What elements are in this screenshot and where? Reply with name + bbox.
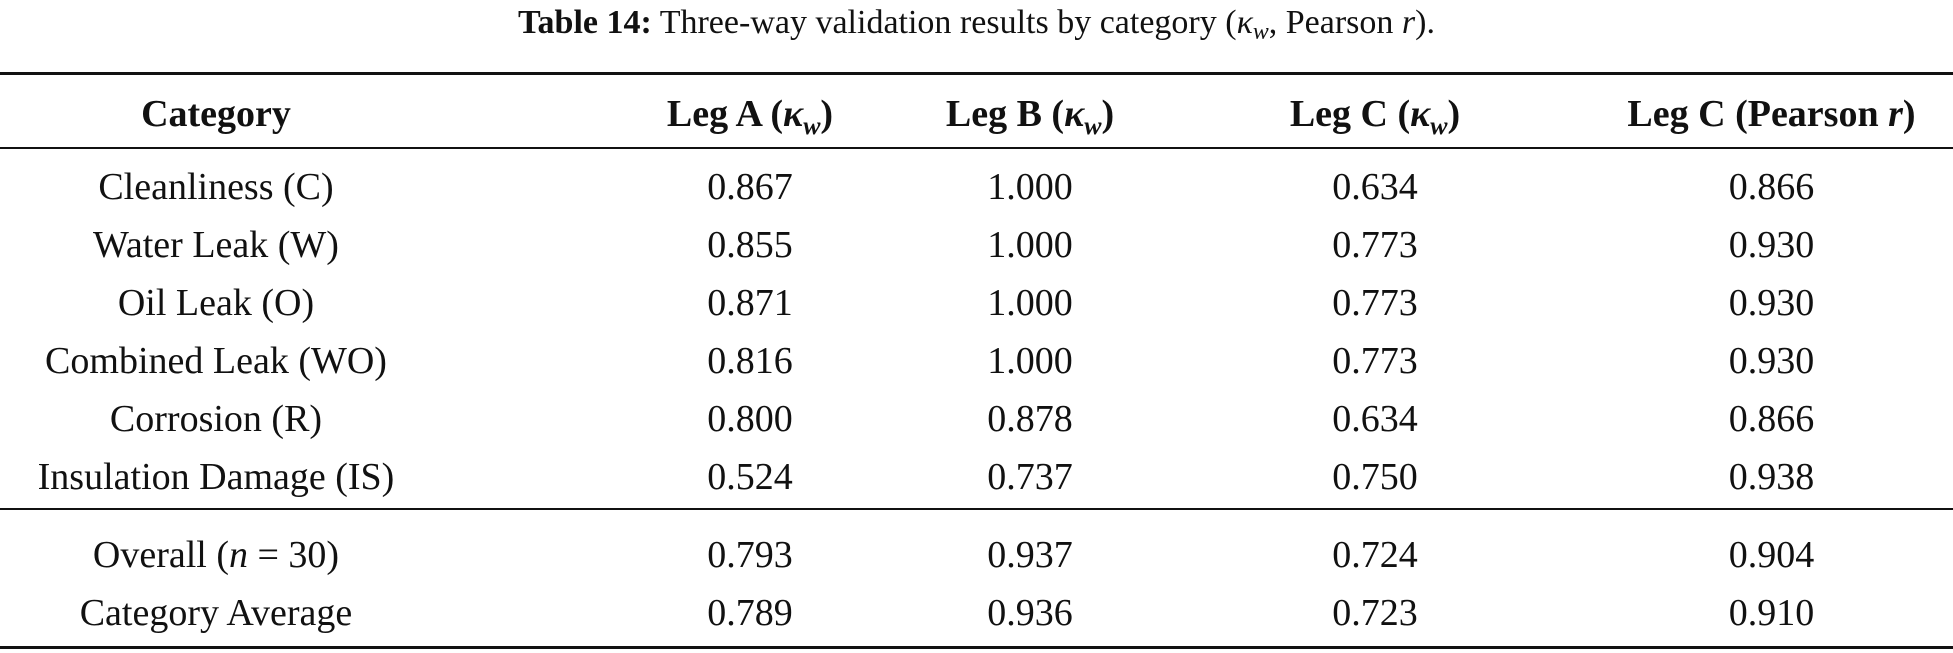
caption-r: r	[1401, 4, 1416, 41]
caption-text-middle: , Pearson	[1268, 4, 1402, 41]
table-row: Corrosion (R) 0.800 0.878 0.634 0.866	[0, 391, 1953, 448]
cell-leg-c-kappa: 0.773	[1332, 224, 1418, 266]
cell-leg-a: 0.793	[707, 534, 793, 576]
overall-n: n	[229, 534, 248, 576]
header-leg-c-pearson-label: Leg C (Pearson	[1627, 93, 1889, 135]
summary-row-overall: Overall (n = 30) 0.793 0.937 0.724 0.904	[0, 527, 1953, 584]
caption-label: Table 14:	[518, 4, 652, 41]
cell-leg-b: 0.737	[987, 456, 1073, 498]
cell-leg-c-kappa: 0.773	[1332, 340, 1418, 382]
header-leg-b-close: )	[1101, 93, 1115, 135]
caption-kappa: κ	[1236, 4, 1253, 41]
summary-row-category-average: Category Average 0.789 0.936 0.723 0.910	[0, 585, 1953, 642]
cell-leg-c-pearson: 0.866	[1728, 166, 1815, 208]
cell-leg-b: 1.000	[987, 224, 1073, 266]
table-bottom-rule	[0, 646, 1953, 649]
header-leg-c-kappa-label: Leg C (	[1289, 93, 1411, 135]
table-row: Combined Leak (WO) 0.816 1.000 0.773 0.9…	[0, 333, 1953, 390]
cell-category: Combined Leak (WO)	[45, 340, 387, 382]
header-leg-a: Leg A (κw)	[540, 86, 960, 143]
cell-leg-b: 0.878	[987, 398, 1073, 440]
cell-leg-b: 1.000	[987, 166, 1073, 208]
table-row: Water Leak (W) 0.855 1.000 0.773 0.930	[0, 217, 1953, 274]
header-leg-a-sub: w	[803, 110, 821, 140]
header-leg-b-label: Leg B (	[945, 93, 1065, 135]
table-top-rule	[0, 72, 1953, 75]
cell-category: Category Average	[0, 585, 432, 642]
cell-leg-c-pearson: 0.930	[1728, 224, 1815, 266]
cell-leg-c-pearson: 0.930	[1728, 282, 1815, 324]
cell-category: Water Leak (W)	[93, 224, 339, 266]
cell-leg-b: 1.000	[987, 340, 1073, 382]
cell-leg-c-pearson: 0.910	[1728, 592, 1815, 634]
cell-leg-c-pearson: 0.866	[1728, 398, 1815, 440]
cell-leg-c-kappa: 0.724	[1332, 534, 1418, 576]
cell-leg-b: 1.000	[987, 282, 1073, 324]
cell-category: Corrosion (R)	[109, 398, 323, 440]
cell-leg-c-pearson: 0.938	[1728, 456, 1815, 498]
table-row: Cleanliness (C) 0.867 1.000 0.634 0.866	[0, 159, 1953, 216]
average-label: Category Average	[79, 592, 353, 634]
header-category: Category	[0, 86, 432, 143]
header-leg-b: Leg B (κw)	[880, 86, 1180, 143]
cell-leg-c-kappa: 0.773	[1332, 282, 1418, 324]
cell-leg-b: 0.937	[987, 534, 1073, 576]
overall-suffix: = 30)	[248, 534, 340, 576]
overall-prefix: Overall (	[92, 534, 229, 576]
header-leg-a-sym: κ	[783, 93, 804, 135]
caption-text-prefix: Three-way validation results by category…	[659, 4, 1237, 41]
cell-leg-a: 0.800	[707, 398, 793, 440]
cell-category: Insulation Damage (IS)	[37, 456, 395, 498]
table-summary-rule	[0, 508, 1953, 510]
caption-kappa-sub: w	[1252, 18, 1269, 45]
header-category-label: Category	[141, 93, 291, 135]
header-leg-b-sub: w	[1084, 110, 1102, 140]
header-leg-c-kappa: Leg C (κw)	[1225, 86, 1525, 143]
cell-leg-c-kappa: 0.634	[1332, 166, 1418, 208]
header-leg-c-kappa-close: )	[1447, 93, 1461, 135]
table-row: Insulation Damage (IS) 0.524 0.737 0.750…	[0, 449, 1953, 506]
cell-leg-c-kappa: 0.634	[1332, 398, 1418, 440]
cell-leg-c-kappa: 0.750	[1332, 456, 1418, 498]
cell-leg-a: 0.855	[707, 224, 793, 266]
header-leg-c-pearson-sym: r	[1888, 93, 1903, 135]
header-leg-a-label: Leg A (	[666, 93, 784, 135]
cell-leg-a: 0.867	[707, 166, 793, 208]
header-leg-c-pearson: Leg C (Pearson r)	[1590, 86, 1953, 143]
cell-leg-a: 0.789	[707, 592, 793, 634]
table-header-rule	[0, 147, 1953, 149]
header-leg-b-sym: κ	[1064, 93, 1085, 135]
table-row: Oil Leak (O) 0.871 1.000 0.773 0.930	[0, 275, 1953, 332]
header-leg-a-close: )	[820, 93, 834, 135]
cell-category: Oil Leak (O)	[117, 282, 315, 324]
table-caption: Table 14: Three-way validation results b…	[0, 0, 1953, 46]
cell-leg-c-pearson: 0.904	[1728, 534, 1815, 576]
cell-category: Cleanliness (C)	[98, 166, 334, 208]
cell-leg-a: 0.816	[707, 340, 793, 382]
header-leg-c-kappa-sym: κ	[1410, 93, 1431, 135]
caption-text-suffix: ).	[1415, 4, 1435, 41]
cell-category: Overall (n = 30)	[0, 527, 432, 584]
cell-leg-c-pearson: 0.930	[1728, 340, 1815, 382]
cell-leg-a: 0.524	[707, 456, 793, 498]
table-header-row: Category Leg A (κw) Leg B (κw) Leg C (κw…	[0, 86, 1953, 143]
cell-leg-b: 0.936	[987, 592, 1073, 634]
cell-leg-c-kappa: 0.723	[1332, 592, 1418, 634]
header-leg-c-kappa-sub: w	[1430, 110, 1448, 140]
cell-leg-a: 0.871	[707, 282, 793, 324]
header-leg-c-pearson-close: )	[1902, 93, 1916, 135]
